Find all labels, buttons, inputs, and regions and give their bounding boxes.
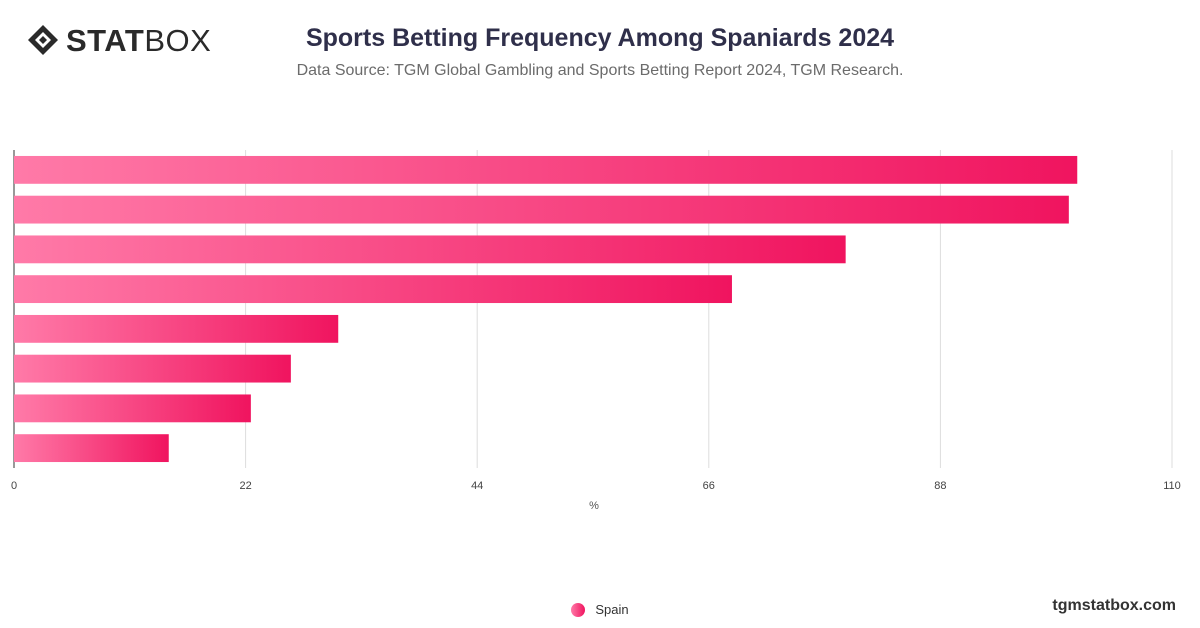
- x-tick-label: 88: [934, 480, 946, 492]
- watermark: tgmstatbox.com: [1052, 597, 1176, 614]
- chart-title: Sports Betting Frequency Among Spaniards…: [305, 24, 895, 52]
- x-tick-label: 44: [471, 480, 483, 492]
- bar[interactable]: [14, 314, 339, 343]
- bar[interactable]: [14, 434, 169, 463]
- legend-swatch: [571, 602, 586, 617]
- bar[interactable]: [14, 394, 251, 423]
- x-tick-label: 22: [239, 480, 251, 492]
- x-tick-label: 110: [1163, 480, 1181, 492]
- bar[interactable]: [14, 235, 846, 264]
- bar[interactable]: [14, 195, 1069, 224]
- x-tick-label: 66: [703, 480, 715, 492]
- bar[interactable]: [14, 275, 732, 304]
- x-tick-label: 0: [11, 480, 17, 492]
- chart-legend[interactable]: Spain: [0, 602, 1200, 617]
- legend-label-spain: Spain: [595, 602, 629, 617]
- x-axis-label: %: [589, 500, 599, 512]
- bar[interactable]: [14, 354, 291, 383]
- logo-wordmark: STATBOX: [66, 22, 212, 58]
- bar[interactable]: [14, 155, 1078, 184]
- chart-subtitle: Data Source: TGM Global Gambling and Spo…: [296, 62, 904, 79]
- statbox-logo: STATBOX: [26, 22, 211, 58]
- diamond-logo-icon: [28, 25, 58, 55]
